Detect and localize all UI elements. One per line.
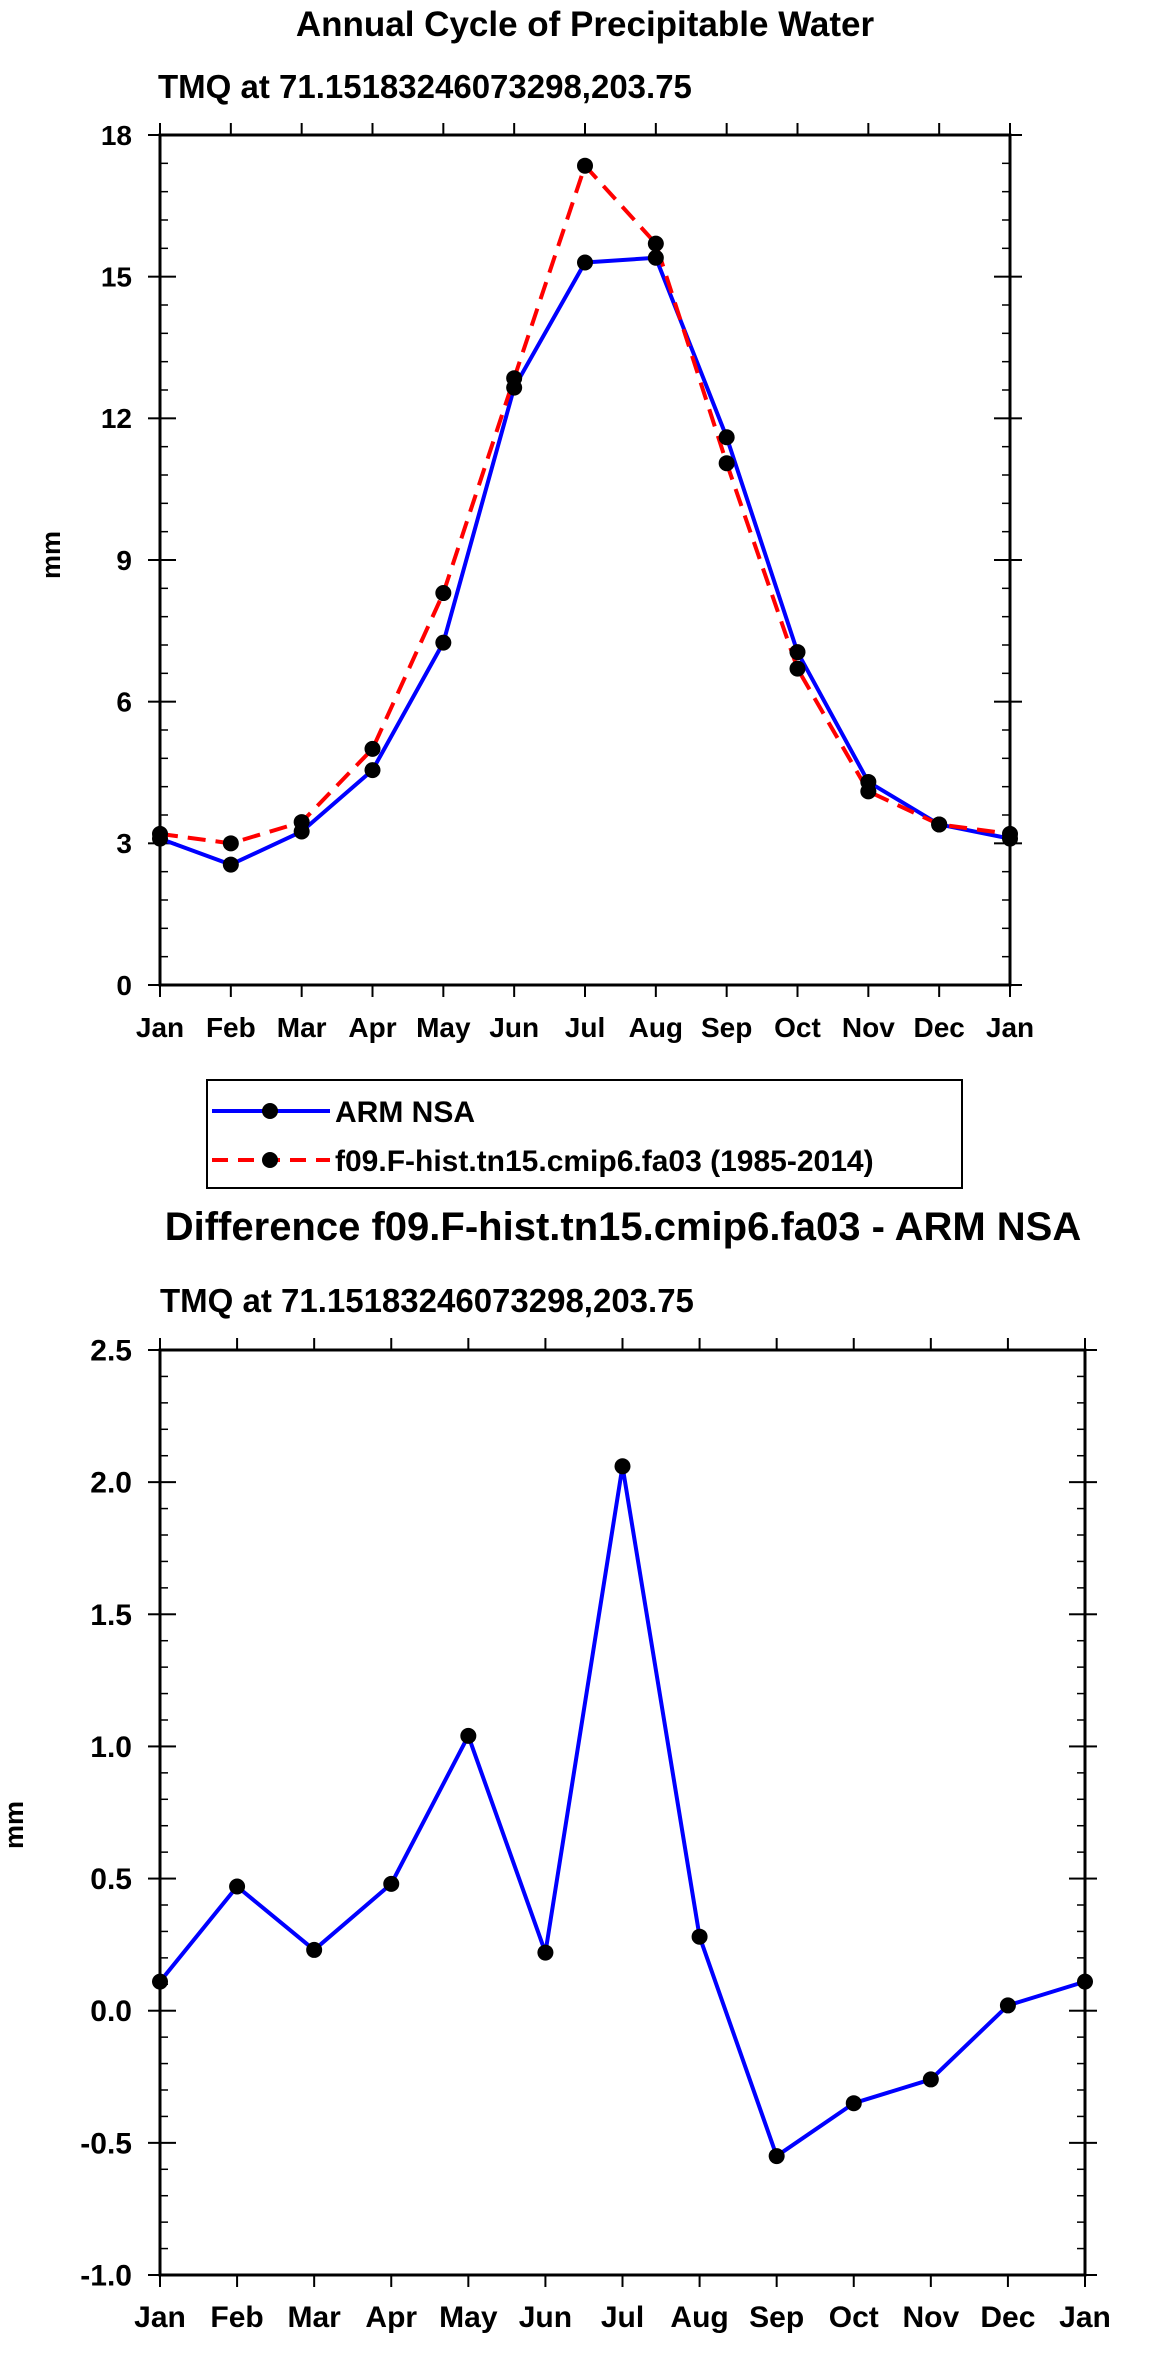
data-point	[537, 1944, 554, 1961]
y-tick-label: 0.5	[90, 1863, 132, 1896]
data-point	[999, 1997, 1016, 2014]
data-point	[768, 2148, 785, 2165]
data-point	[229, 1878, 246, 1895]
annual-cycle-panel: Annual Cycle of Precipitable Water TMQ a…	[36, 5, 1034, 1043]
x-tick-label: Jan	[136, 1012, 184, 1043]
data-point	[647, 235, 664, 252]
y-tick-labels: 0 3 6 9 12 15 18	[101, 120, 132, 1001]
data-point	[435, 585, 452, 602]
x-tick-label: Sep	[749, 2301, 804, 2334]
y-tick-label: 0.0	[90, 1995, 132, 2028]
data-point	[577, 157, 593, 174]
x-tick-label: Apr	[365, 2301, 417, 2334]
legend-marker-model	[262, 1152, 278, 1168]
legend-marker-arm-nsa	[262, 1103, 278, 1119]
y-axis-label: mm	[36, 531, 66, 579]
x-tick-label: Dec	[913, 1012, 964, 1043]
series-line	[159, 255, 1011, 867]
x-tick-label: Feb	[210, 2301, 263, 2334]
x-tick-label: Oct	[829, 2301, 879, 2334]
x-tick-label: Apr	[348, 1012, 396, 1043]
x-tick-label: Jul	[601, 2301, 644, 2334]
y-tick-label: 1.0	[90, 1731, 132, 1764]
y-tick-label: -1.0	[80, 2260, 132, 2293]
data-point	[789, 660, 806, 677]
x-tick-label: Jun	[489, 1012, 539, 1043]
x-tick-label: Feb	[206, 1012, 256, 1043]
y-tick-label: 15	[101, 261, 132, 292]
plot-frame	[158, 1348, 1087, 2277]
data-point	[460, 1727, 477, 1744]
data-point	[691, 1928, 708, 1945]
data-point	[577, 254, 593, 271]
chart-subtitle: TMQ at 71.15183246073298,203.75	[158, 68, 692, 105]
data-point	[364, 740, 381, 757]
y-tick-label: 18	[101, 120, 132, 151]
legend-label-model: f09.F-hist.tn15.cmip6.fa03 (1985-2014)	[335, 1145, 874, 1178]
y-tick-label: 2.5	[90, 1335, 132, 1368]
x-tick-label: Mar	[287, 2301, 341, 2334]
legend: ARM NSA f09.F-hist.tn15.cmip6.fa03 (1985…	[206, 1079, 963, 1189]
x-tick-label: May	[416, 1012, 471, 1043]
data-point	[647, 249, 664, 266]
x-tick-label: Mar	[277, 1012, 327, 1043]
x-tick-label: Aug	[670, 2301, 728, 2334]
y-tick-label: 9	[116, 545, 132, 576]
y-tick-label: 12	[101, 403, 132, 434]
x-tick-label: Nov	[842, 1012, 895, 1043]
data-point	[718, 455, 735, 472]
data-point	[222, 856, 239, 873]
data-point	[222, 835, 239, 852]
x-tick-label: Nov	[902, 2301, 959, 2334]
legend-label-arm-nsa: ARM NSA	[335, 1096, 475, 1129]
data-point	[614, 1458, 631, 1475]
data-point	[383, 1875, 400, 1892]
x-tick-label: Jun	[519, 2301, 572, 2334]
y-tick-label: 6	[116, 686, 132, 717]
data-point	[293, 814, 310, 831]
y-tick-label: 0	[116, 970, 132, 1001]
data-point	[845, 2095, 862, 2112]
tick-group	[148, 1338, 1097, 2287]
chart-subtitle: TMQ at 71.15183246073298,203.75	[160, 1282, 694, 1319]
data-point	[789, 644, 806, 661]
y-tick-label: 2.0	[90, 1467, 132, 1500]
difference-panel: Difference f09.F-hist.tn15.cmip6.fa03 - …	[0, 1205, 1111, 2334]
data-point	[306, 1941, 323, 1958]
data-point	[364, 762, 381, 779]
data-point	[922, 2071, 939, 2088]
y-tick-label: 3	[116, 828, 132, 859]
x-tick-label: Jan	[986, 1012, 1034, 1043]
y-tick-labels: -1.0 -0.5 0.0 0.5 1.0 1.5 2.0 2.5	[80, 1335, 132, 2293]
x-tick-label: Jul	[565, 1012, 605, 1043]
series-group	[152, 157, 1018, 873]
plot-frame	[158, 133, 1012, 987]
x-tick-label: Dec	[980, 2301, 1035, 2334]
tick-group	[148, 123, 1022, 997]
x-tick-labels: Jan Feb Mar Apr May Jun Jul Aug Sep Oct Nov Dec Jan	[134, 2301, 1111, 2334]
data-point	[506, 370, 523, 387]
x-tick-labels: Jan Feb Mar Apr May Jun Jul Aug Sep Oct Nov Dec Jan	[136, 1012, 1034, 1043]
legend-box	[206, 1079, 963, 1189]
x-tick-label: May	[439, 2301, 498, 2334]
chart-title: Difference f09.F-hist.tn15.cmip6.fa03 - …	[165, 1205, 1082, 1249]
data-point	[718, 429, 735, 446]
data-point	[860, 783, 877, 800]
chart-title: Annual Cycle of Precipitable Water	[296, 5, 875, 44]
x-tick-label: Jan	[134, 2301, 186, 2334]
y-tick-label: -0.5	[80, 2127, 132, 2160]
data-point	[435, 634, 452, 651]
x-tick-label: Aug	[629, 1012, 683, 1043]
y-tick-label: 1.5	[90, 1599, 132, 1632]
y-axis-label: mm	[0, 1801, 29, 1849]
x-tick-label: Jan	[1059, 2301, 1111, 2334]
x-tick-label: Sep	[701, 1012, 752, 1043]
series-line	[158, 1464, 1086, 2159]
x-tick-label: Oct	[774, 1012, 821, 1043]
series-group	[152, 1458, 1093, 2165]
data-point	[931, 816, 948, 833]
